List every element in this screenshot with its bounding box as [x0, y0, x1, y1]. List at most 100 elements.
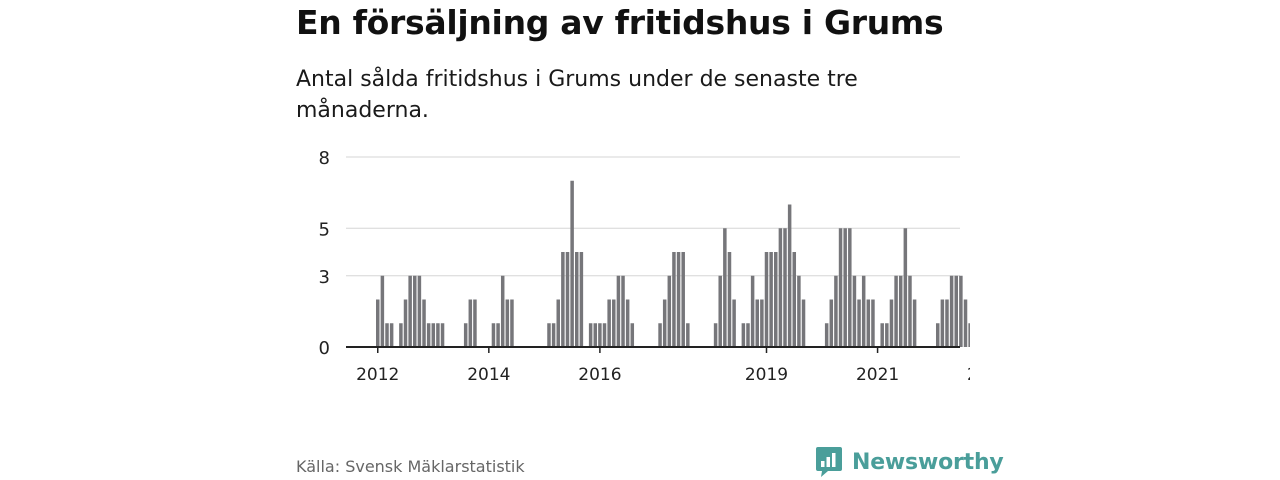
source-note: Källa: Svensk Mäklarstatistik — [296, 457, 525, 476]
bar — [658, 323, 662, 347]
bar — [473, 299, 477, 347]
bar — [593, 323, 598, 347]
brand-name: Newsworthy — [852, 449, 1004, 475]
bar — [861, 275, 866, 347]
bar — [880, 323, 884, 347]
bar — [783, 228, 787, 347]
chart-title: En försäljning av fritidshus i Grums — [296, 3, 944, 42]
y-tick-label: 8 — [319, 148, 330, 169]
bar — [727, 252, 732, 347]
bar — [491, 323, 496, 347]
bar — [898, 275, 903, 347]
bar — [380, 275, 385, 347]
x-tick-label: 2016 — [578, 365, 621, 385]
y-tick-label: 0 — [319, 338, 330, 359]
bar — [829, 299, 834, 347]
bar — [667, 275, 672, 347]
bar — [760, 299, 764, 347]
bar — [505, 299, 510, 347]
bar — [570, 180, 574, 347]
bar — [746, 323, 750, 347]
bars — [376, 180, 970, 347]
bar — [959, 275, 963, 347]
bar — [713, 323, 718, 347]
bar — [376, 299, 380, 347]
newsworthy-logo-icon — [816, 447, 842, 477]
bar — [857, 299, 861, 347]
bar — [422, 299, 426, 347]
bar — [579, 252, 584, 347]
bar — [385, 323, 389, 347]
bar — [764, 252, 769, 347]
bar — [556, 299, 560, 347]
bar — [616, 275, 621, 347]
bar — [630, 323, 635, 347]
x-tick-label: 2021 — [856, 365, 899, 385]
bar — [463, 323, 468, 347]
bar — [912, 299, 917, 347]
bar — [723, 228, 727, 347]
bar — [561, 252, 565, 347]
bar — [500, 275, 505, 347]
bar — [801, 299, 806, 347]
bar — [968, 323, 970, 347]
bar — [496, 323, 500, 347]
bar — [440, 323, 445, 347]
x-tick-label: 2012 — [356, 365, 399, 385]
bar — [621, 275, 625, 347]
bar — [510, 299, 514, 347]
bar — [607, 299, 611, 347]
y-tick-label: 5 — [319, 219, 330, 240]
bar — [408, 275, 412, 347]
bar — [625, 299, 630, 347]
bar — [399, 323, 403, 347]
bar — [662, 299, 667, 347]
bar — [741, 323, 746, 347]
bar — [686, 323, 690, 347]
x-tick-label: 2014 — [467, 365, 510, 385]
bar — [945, 299, 949, 347]
bar — [575, 252, 579, 347]
y-axis-ticks: 0 3 5 8 — [319, 148, 330, 359]
bar — [681, 252, 685, 347]
chart-subtitle: Antal sålda fritidshus i Grums under de … — [296, 67, 858, 123]
bar — [676, 252, 681, 347]
bar — [885, 323, 889, 347]
bar — [894, 275, 898, 347]
x-axis-ticks: 2012 2014 2016 2019 2021 2023 — [356, 347, 970, 385]
bar — [903, 228, 908, 347]
bar — [718, 275, 722, 347]
bar — [389, 323, 394, 347]
bar — [778, 228, 783, 347]
bar — [949, 275, 954, 347]
bar — [848, 228, 852, 347]
bar — [413, 275, 417, 347]
bar — [792, 252, 797, 347]
bar — [866, 299, 871, 347]
bar — [598, 323, 602, 347]
bar — [602, 323, 607, 347]
bar — [769, 252, 773, 347]
bar — [871, 299, 875, 347]
bar — [824, 323, 829, 347]
bar — [908, 275, 912, 347]
bar — [750, 275, 755, 347]
bar — [838, 228, 843, 347]
bar — [436, 323, 440, 347]
bar — [672, 252, 676, 347]
y-tick-label: 3 — [319, 267, 330, 288]
bar — [732, 299, 736, 347]
x-tick-label: 2019 — [745, 365, 788, 385]
bar — [797, 275, 801, 347]
bar — [954, 275, 958, 347]
bar — [963, 299, 968, 347]
bar — [565, 252, 570, 347]
bar — [834, 275, 838, 347]
bar — [787, 204, 792, 347]
bar — [755, 299, 759, 347]
bar — [889, 299, 894, 347]
bar — [468, 299, 473, 347]
bar — [774, 252, 778, 347]
bar — [426, 323, 431, 347]
bar — [852, 275, 857, 347]
